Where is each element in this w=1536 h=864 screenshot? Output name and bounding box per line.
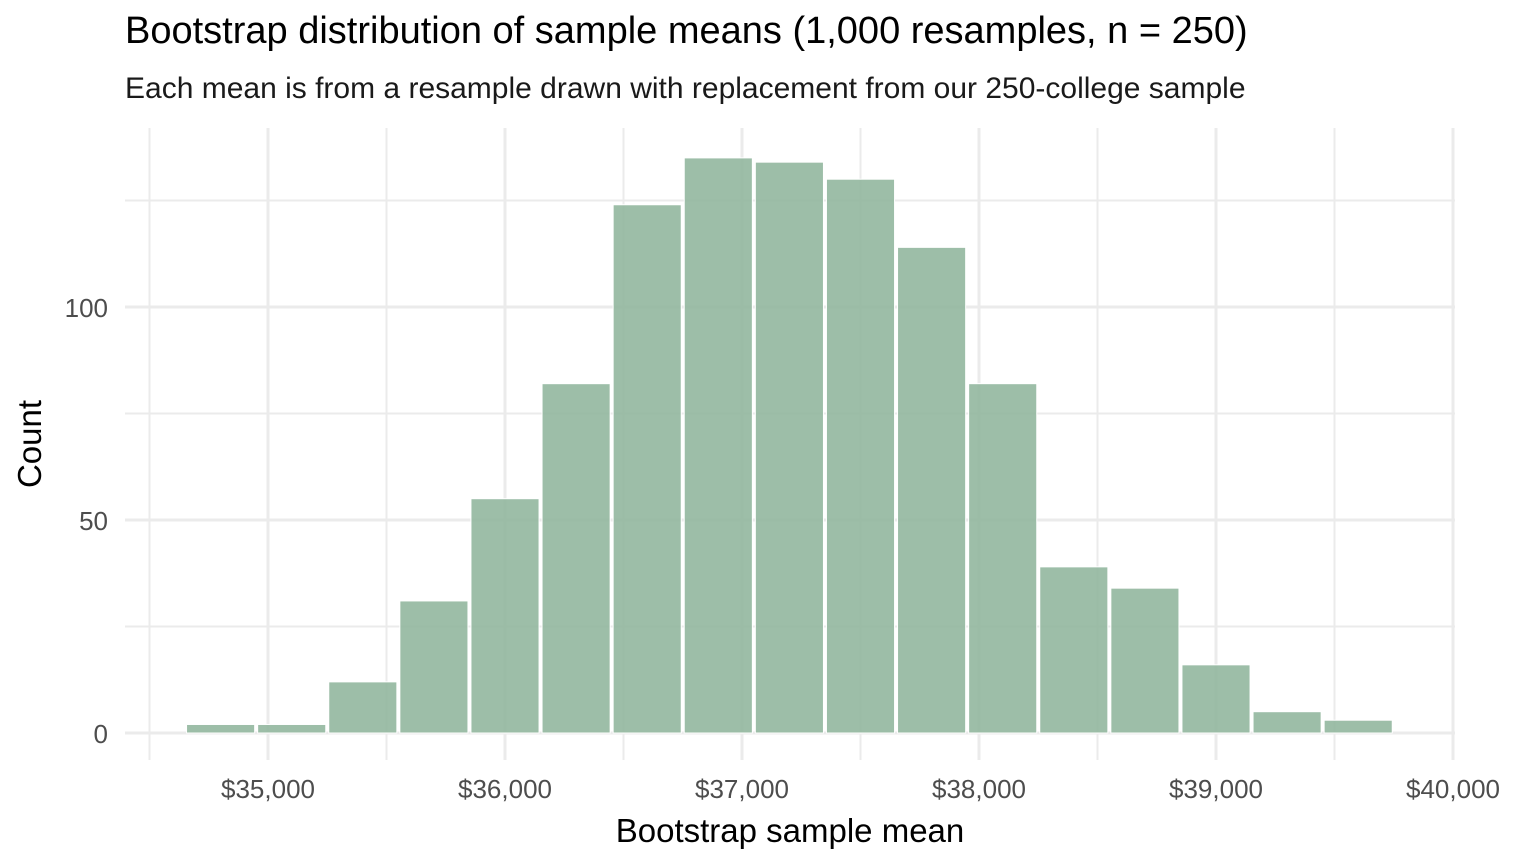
x-tick-label: $36,000 — [458, 774, 552, 804]
histogram-bar — [1181, 664, 1251, 734]
histogram-bar — [257, 723, 327, 734]
histogram-bar — [399, 600, 469, 734]
x-tick-label: $40,000 — [1406, 774, 1500, 804]
histogram-bar — [897, 246, 967, 734]
x-axis-label: Bootstrap sample mean — [616, 812, 965, 849]
y-axis-ticks: 0 50 100 — [65, 293, 108, 749]
histogram-bar — [186, 723, 256, 734]
histogram-bar — [825, 178, 896, 734]
y-tick-label: 0 — [94, 719, 108, 749]
histogram-bar — [328, 681, 398, 734]
histogram-bar — [612, 204, 682, 734]
chart-subtitle: Each mean is from a resample drawn with … — [125, 72, 1246, 105]
histogram-bars — [186, 157, 1393, 734]
histogram-bar — [1323, 719, 1393, 734]
y-tick-label: 100 — [65, 293, 108, 323]
histogram-bar — [1039, 566, 1109, 734]
histogram-bar — [1110, 587, 1180, 734]
histogram-bar — [1252, 711, 1322, 734]
x-tick-label: $37,000 — [695, 774, 789, 804]
histogram-bar — [968, 383, 1038, 734]
chart-title: Bootstrap distribution of sample means (… — [125, 10, 1248, 52]
x-axis-ticks: $35,000 $36,000 $37,000 $38,000 $39,000 $40,0… — [221, 774, 1500, 804]
histogram-bar — [683, 157, 753, 734]
histogram-bar — [470, 498, 540, 734]
x-tick-label: $35,000 — [221, 774, 315, 804]
y-tick-label: 50 — [79, 506, 108, 536]
histogram-bar — [754, 161, 824, 734]
x-tick-label: $39,000 — [1169, 774, 1263, 804]
y-axis-label: Count — [11, 400, 48, 488]
x-tick-label: $38,000 — [932, 774, 1026, 804]
histogram-bar — [541, 383, 611, 734]
